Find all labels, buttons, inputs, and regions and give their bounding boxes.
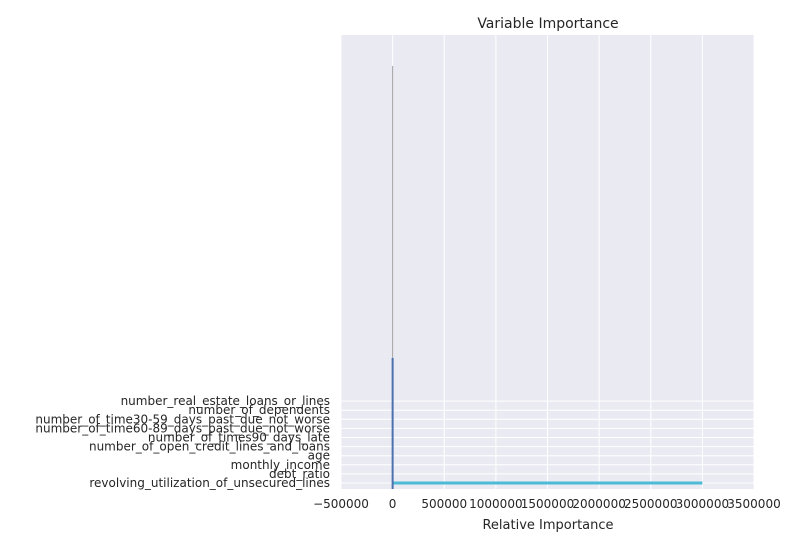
x-tick-label: 3500000 — [727, 497, 780, 511]
category-labels: revolving_utilization_of_unsecured_lines… — [35, 394, 330, 490]
chart-title: Variable Importance — [477, 16, 618, 32]
category-label: revolving_utilization_of_unsecured_lines — [89, 476, 330, 490]
x-tick-labels: −500000 0 500000 10000001500000200000025000… — [313, 497, 781, 511]
x-tick-label: 1500000 — [521, 497, 574, 511]
category-label: number_of_time30-59_days_past_due_not_wo… — [35, 412, 330, 426]
bars-group — [391, 66, 703, 489]
x-tick-label: 1000000 — [469, 497, 522, 511]
x-tick-label: 3000000 — [676, 497, 729, 511]
category-label: number_real_estate_loans_or_lines — [121, 394, 330, 408]
category-label: number_of_open_credit_lines_and_loans — [89, 440, 330, 454]
category-label: number_of_time60-89_days_past_due_not_wo… — [35, 421, 330, 435]
x-tick-label: 0 — [389, 497, 397, 511]
x-tick-label: −500000 — [313, 497, 369, 511]
x-tick-label: 2500000 — [624, 497, 677, 511]
bar-revolving_utilization_of_unsecured_lines — [392, 481, 703, 485]
x-axis-label: Relative Importance — [482, 518, 613, 533]
category-label: number_of_times90_days_late — [148, 431, 330, 445]
category-label: age — [308, 449, 330, 463]
category-label: debt_ratio — [269, 467, 330, 481]
category-label: number_of_dependents — [188, 403, 330, 417]
x-tick-label: 2000000 — [572, 497, 625, 511]
category-label: monthly_income — [231, 458, 330, 472]
x-tick-label: 500000 — [421, 497, 467, 511]
zero-artifact-bar — [391, 358, 394, 489]
